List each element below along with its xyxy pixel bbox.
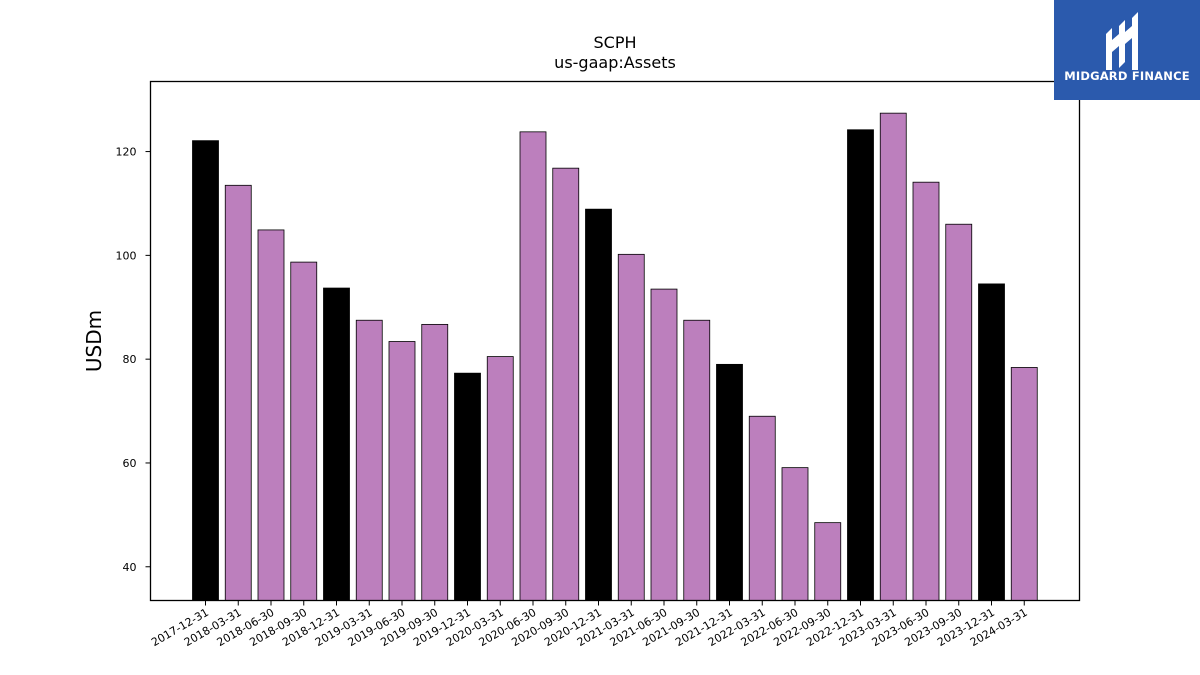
- bar-2021-06-30: [650, 288, 678, 601]
- bar-2017-12-31: [192, 140, 219, 601]
- midgard-logo-icon: [1106, 12, 1138, 70]
- midgard-finance-logo: MIDGARD FINANCE: [1054, 0, 1200, 100]
- logo-text: MIDGARD FINANCE: [1064, 69, 1190, 83]
- y-axis-label: USDm: [82, 310, 106, 372]
- y-tick-label: 60: [123, 457, 137, 470]
- bar-2020-03-31: [486, 356, 514, 601]
- x-axis-ticks: 2017-12-312018-03-312018-06-302018-09-30…: [149, 600, 1030, 649]
- bar-2018-12-31: [323, 287, 350, 601]
- bar-2018-03-31: [224, 184, 252, 601]
- bar-2023-06-30: [912, 181, 940, 601]
- bar-2019-03-31: [355, 319, 383, 601]
- bars-group: [192, 112, 1038, 601]
- bar-2022-03-31: [748, 415, 776, 601]
- bar-2018-06-30: [257, 229, 285, 601]
- y-tick-label: 80: [123, 353, 137, 366]
- bar-2020-09-30: [552, 167, 580, 601]
- bar-2019-06-30: [388, 341, 416, 601]
- bar-2023-09-30: [945, 223, 973, 601]
- bar-2020-06-30: [519, 131, 547, 601]
- bar-2023-03-31: [879, 112, 907, 601]
- bar-2021-12-31: [716, 363, 743, 601]
- bar-2023-12-31: [978, 283, 1005, 601]
- plot-frame: [149, 80, 1081, 602]
- bar-2019-09-30: [421, 323, 449, 601]
- chart-title: SCPH: [593, 33, 636, 52]
- bar-2022-09-30: [814, 522, 842, 601]
- chart-subtitle: us-gaap:Assets: [554, 53, 676, 72]
- bar-2021-03-31: [617, 253, 645, 601]
- bar-2018-09-30: [290, 261, 318, 601]
- bar-2022-12-31: [847, 129, 874, 601]
- y-tick-label: 100: [116, 249, 137, 262]
- bar-2024-03-31: [1010, 367, 1038, 601]
- y-tick-label: 120: [116, 146, 137, 159]
- bar-2020-12-31: [585, 208, 612, 601]
- bar-2019-12-31: [454, 372, 481, 601]
- y-tick-label: 40: [123, 561, 137, 574]
- y-axis-ticks: 40 60 80 100 120: [116, 146, 151, 574]
- bar-2021-09-30: [683, 319, 711, 601]
- bar-2022-06-30: [781, 467, 809, 601]
